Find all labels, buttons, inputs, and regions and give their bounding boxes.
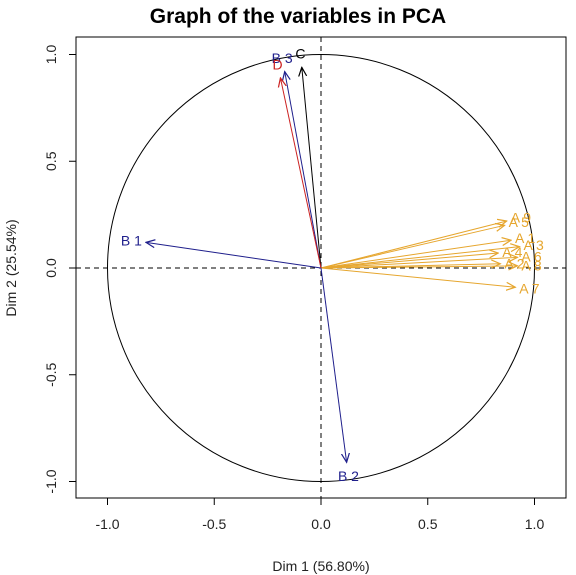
x-tick-label: -1.0: [95, 516, 119, 532]
label-a7: A 7: [519, 281, 539, 297]
x-tick-label: 1.0: [525, 516, 545, 532]
label-a9: A 9: [511, 210, 531, 226]
arrow-a4: [320, 253, 498, 269]
x-tick-label: 0.0: [311, 516, 331, 532]
label-a8: A 8: [521, 258, 541, 274]
arrow-a3: [320, 247, 520, 269]
arrow-b2: [320, 267, 347, 462]
arrow-a9: [320, 221, 507, 269]
arrow-a5: [320, 225, 505, 269]
arrow-a6: [320, 257, 517, 269]
x-axis-label: Dim 1 (56.80%): [272, 558, 369, 574]
label-a5: A 5: [509, 214, 529, 230]
arrow-a1: [320, 240, 511, 269]
y-tick-label: -1.0: [43, 469, 59, 493]
y-axis: -1.0 -0.5 0.0 0.5 1.0: [43, 45, 76, 494]
arrow-b1: [146, 242, 322, 269]
label-a4: A 4: [502, 244, 522, 260]
y-axis-label: Dim 2 (25.54%): [3, 219, 19, 316]
label-a1: A 1: [515, 230, 535, 246]
y-tick-label: 1.0: [43, 45, 59, 65]
arrow-d: [280, 78, 322, 269]
correlation-circle: [107, 54, 535, 482]
y-tick-label: 0.5: [43, 151, 59, 171]
label-d: D: [272, 56, 282, 72]
x-tick-label: -0.5: [202, 516, 226, 532]
label-a2: A 2: [504, 255, 524, 271]
chart-title: Graph of the variables in PCA: [150, 5, 446, 28]
arrow-c: [302, 67, 322, 269]
label-c: C: [295, 45, 305, 61]
x-axis: -1.0 -0.5 0.0 0.5 1.0: [95, 498, 544, 532]
label-b3: B 3: [272, 50, 293, 66]
variable-labels: A 1 A 2A 3A 4 A 5 A 6 A 7 A 8 A 9 B 1 B 2 B 3 CD: [121, 45, 544, 484]
label-b1: B 1: [121, 232, 142, 248]
x-tick-label: 0.5: [418, 516, 438, 532]
variable-arrows: [146, 67, 520, 462]
label-b2: B 2: [338, 468, 359, 484]
arrow-a8: [320, 266, 517, 268]
unit-circle: [107, 54, 535, 482]
label-a6: A 6: [521, 249, 541, 265]
y-tick-label: 0.0: [43, 258, 59, 278]
arrow-a7: [320, 267, 515, 287]
arrow-b3: [285, 72, 322, 269]
y-tick-label: -0.5: [43, 362, 59, 386]
label-a3: A 3: [524, 237, 544, 253]
